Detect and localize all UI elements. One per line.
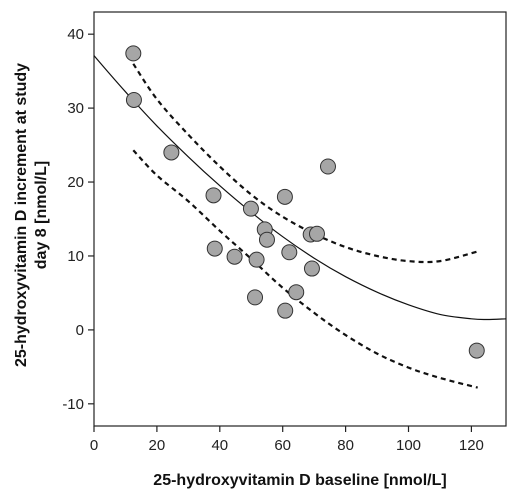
x-tick-label: 120 [459,437,484,454]
lower-confidence-band [132,149,478,389]
y-tick-label: 0 [76,322,84,339]
y-tick-label: 10 [67,248,84,265]
upper-confidence-band [132,63,478,264]
x-axis-title: 25-hydroxyvitamin D baseline [nmol/L] [153,472,446,489]
data-point [206,240,223,257]
y-tick-label: 40 [67,26,84,43]
y-tick-label: 30 [67,100,84,117]
x-tick-label: 20 [149,437,166,454]
y-tick-label: 20 [67,174,84,191]
data-points [125,45,485,359]
y-axis-title-line-2: day 8 [nmol/L] [33,161,50,269]
data-point [248,251,265,268]
y-tick-label: -10 [62,396,84,413]
data-point [226,248,243,265]
x-tick-label: 80 [337,437,354,454]
data-point [242,200,259,217]
data-point [303,260,320,277]
data-point [277,302,294,319]
y-axis-title: 25-hydroxyvitamin D increment at study d… [13,63,50,367]
fit-curve [93,55,507,321]
x-tick-label: 60 [274,437,291,454]
data-point [247,289,264,306]
data-point [308,225,325,242]
data-point [468,342,485,359]
plot-frame [93,11,507,427]
data-point [281,244,298,261]
data-point [125,91,142,108]
data-point [288,284,305,301]
data-point [319,158,336,175]
data-point [125,45,142,62]
data-point [163,144,180,161]
plot-border [93,11,507,427]
data-point [205,187,222,204]
x-axis-ticks: 0 20 40 60 80 100 120 [90,426,484,454]
fit-curves [93,55,507,389]
y-axis-ticks: -10 0 10 20 30 40 [62,26,94,413]
data-point [258,231,275,248]
x-tick-label: 100 [396,437,421,454]
x-tick-label: 40 [211,437,228,454]
y-axis-title-line-1: 25-hydroxyvitamin D increment at study [13,63,30,367]
x-tick-label: 0 [90,437,98,454]
data-point [276,188,293,205]
